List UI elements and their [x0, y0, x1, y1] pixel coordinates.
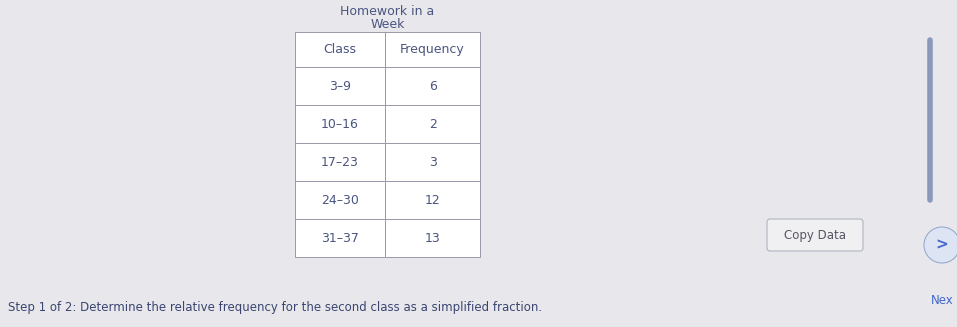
Bar: [295, 67, 385, 105]
Text: 24–30: 24–30: [322, 194, 359, 206]
Text: Copy Data: Copy Data: [784, 229, 846, 242]
Text: 6: 6: [429, 79, 436, 93]
Bar: [295, 32, 385, 67]
FancyBboxPatch shape: [767, 219, 863, 251]
Text: Class: Class: [323, 43, 357, 56]
Circle shape: [924, 227, 957, 263]
Bar: [295, 105, 385, 143]
Text: Homework in a: Homework in a: [341, 5, 434, 18]
Text: 10–16: 10–16: [322, 117, 359, 130]
Text: Nex: Nex: [930, 294, 953, 306]
Bar: [385, 105, 480, 143]
Text: 31–37: 31–37: [322, 232, 359, 245]
Text: Week: Week: [370, 18, 405, 31]
Bar: [385, 67, 480, 105]
Text: 2: 2: [429, 117, 436, 130]
Text: 12: 12: [425, 194, 440, 206]
Bar: [385, 143, 480, 181]
Text: Step 1 of 2: Determine the relative frequency for the second class as a simplifi: Step 1 of 2: Determine the relative freq…: [8, 301, 542, 315]
Text: 13: 13: [425, 232, 440, 245]
Bar: [295, 143, 385, 181]
Text: Frequency: Frequency: [400, 43, 465, 56]
Bar: [385, 219, 480, 257]
Text: 3: 3: [429, 156, 436, 168]
Bar: [385, 32, 480, 67]
Bar: [295, 181, 385, 219]
Text: 3–9: 3–9: [329, 79, 351, 93]
Text: 17–23: 17–23: [322, 156, 359, 168]
Bar: [385, 181, 480, 219]
Bar: [295, 219, 385, 257]
Text: >: >: [936, 237, 948, 252]
